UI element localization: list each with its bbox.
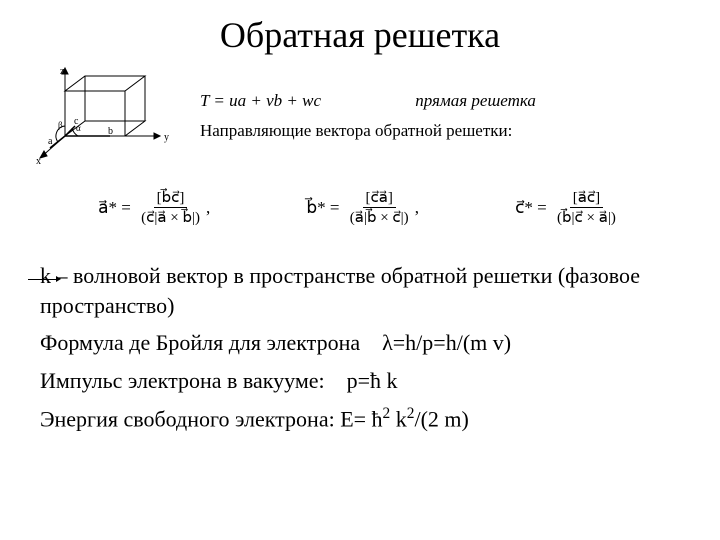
lhs-b: b⃗* <box>306 198 325 218</box>
vec-a-label: a <box>48 136 53 147</box>
vec-b-label: b <box>108 126 113 137</box>
angle-beta: β <box>58 120 63 130</box>
formula-b-star: b⃗* = [c⃗a⃗] (a⃗|b⃗ × c⃗|) , <box>306 188 419 227</box>
lhs-c: c⃗* <box>515 198 533 218</box>
de-broglie-line: Формула де Бройля для электрона λ=h/p=h/… <box>40 328 680 358</box>
den-b: (a⃗|b⃗ × c⃗|) <box>347 208 412 227</box>
num-a: [b⃗c⃗] <box>154 188 188 208</box>
den-c: (b⃗|c⃗ × a⃗|) <box>554 208 619 227</box>
den-a: (c⃗|a⃗ × b⃗|) <box>138 208 203 227</box>
axis-y-label: y <box>164 132 169 143</box>
page-title: Обратная решетка <box>0 0 720 66</box>
axis-x-label: x <box>36 156 41 166</box>
energy-line: Энергия свободного электрона: E= ħ2 k2/(… <box>40 404 680 434</box>
reciprocal-formulas-row: a⃗* = [b⃗c⃗] (c⃗|a⃗ × b⃗|) , b⃗* = [c⃗a⃗… <box>0 166 720 237</box>
momentum-line: Импульс электрона в вакууме: p=ħ k <box>40 366 680 396</box>
translation-formula: T = ua + vb + wc <box>200 91 321 110</box>
subheading: Направляющие вектора обратной решетки: <box>200 121 536 141</box>
diagram-row: y z x a b c β α T = ua + vb + wc прямая … <box>0 66 720 166</box>
body-text: k – волновой вектор в пространстве обрат… <box>0 237 720 434</box>
num-c: [a⃗c⃗] <box>570 188 603 208</box>
num-b: [c⃗a⃗] <box>363 188 396 208</box>
axis-z-label: z <box>60 66 65 77</box>
direct-lattice-label: прямая решетка <box>415 91 536 110</box>
cube-diagram: y z x a b c β α <box>30 66 180 166</box>
formula-c-star: c⃗* = [a⃗c⃗] (b⃗|c⃗ × a⃗|) <box>515 188 622 227</box>
k-vector-definition: k – волновой вектор в пространстве обрат… <box>40 261 680 320</box>
top-labels: T = ua + vb + wc прямая решетка Направля… <box>200 91 536 141</box>
formula-a-star: a⃗* = [b⃗c⃗] (c⃗|a⃗ × b⃗|) , <box>98 188 210 227</box>
lhs-a: a⃗* <box>98 198 117 218</box>
angle-alpha: α <box>76 123 81 133</box>
